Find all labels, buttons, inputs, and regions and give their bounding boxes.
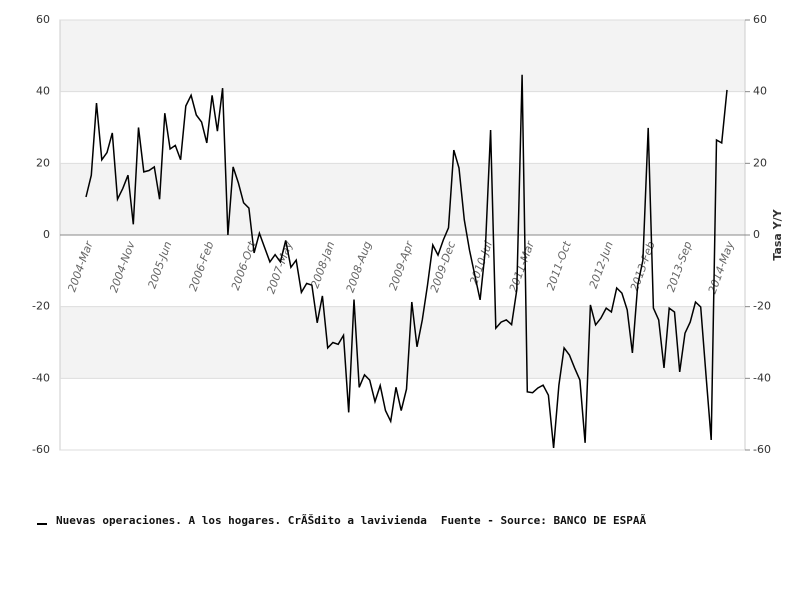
- y2-tick-label: 40: [753, 85, 767, 98]
- x-tick-label: 2010-Jul: [467, 240, 495, 287]
- y2-tick-label: -60: [753, 443, 771, 456]
- y-tick-label: -20: [32, 300, 50, 313]
- y2-tick-label: 60: [753, 13, 767, 26]
- y-axis-label: Tasa Y/Y: [771, 208, 784, 260]
- y2-tick-label: 0: [753, 228, 760, 241]
- band: [60, 163, 745, 235]
- source-note: Fuente - Source: BANCO DE ESPAÃ: [441, 514, 647, 527]
- band: [60, 20, 745, 92]
- y2-tick-label: 20: [753, 156, 767, 169]
- y-tick-label: 0: [43, 228, 50, 241]
- y-tick-label: 20: [36, 156, 50, 169]
- x-tick-label: 2011-Oct: [544, 239, 574, 292]
- x-tick-label: 2008-Aug: [344, 240, 375, 295]
- x-tick-label: 2012-Jun: [587, 240, 616, 291]
- x-tick-label: 2008-Jan: [308, 240, 337, 290]
- band: [60, 306, 745, 379]
- legend-label: Nuevas operaciones. A los hogares. CrÃŠd…: [56, 514, 427, 527]
- y2-tick-label: -20: [753, 300, 771, 313]
- x-tick-label: 2006-Feb: [186, 240, 216, 293]
- y2-tick-label: -40: [753, 371, 771, 384]
- y-tick-label: -40: [32, 371, 50, 384]
- line: [85, 74, 728, 448]
- x-tick-label: 2011-Mar: [507, 238, 538, 293]
- y-tick-label: -60: [32, 443, 50, 456]
- x-tick-label: 2013-Sep: [664, 240, 694, 294]
- x-tick-label: 2014-May: [706, 239, 737, 295]
- x-tick-label: 2004-Nov: [107, 239, 138, 294]
- x-tick-label: 2006-Oct: [229, 239, 259, 292]
- x-tick-label: 2005-Jun: [145, 240, 174, 291]
- x-tick-label: 2004-Mar: [65, 238, 96, 293]
- y-tick-label: 60: [36, 13, 50, 26]
- x-tick-label: 2009-Apr: [386, 238, 416, 292]
- y-tick-label: 40: [36, 85, 50, 98]
